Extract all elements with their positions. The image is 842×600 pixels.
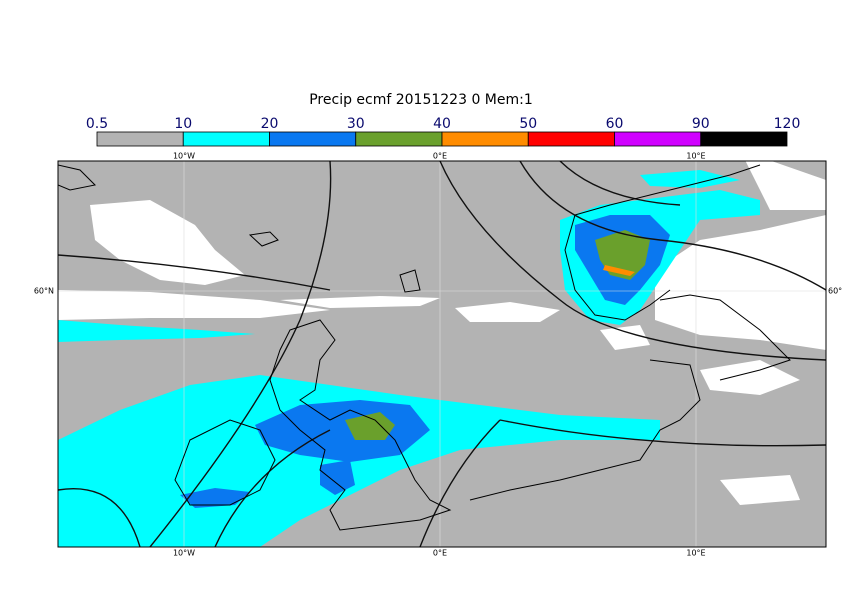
colorbar-label: 60 [606, 116, 624, 132]
colorbar-box [355, 131, 443, 147]
colorbar-label: 0.5 [86, 116, 108, 132]
isobars [58, 161, 826, 547]
lon-label: 0°E [433, 152, 447, 161]
map-frame [57, 160, 827, 548]
colorbar-label: 10 [174, 116, 192, 132]
colorbar-label: 20 [261, 116, 279, 132]
dry-areas [58, 161, 826, 505]
lat-label: 60°N [828, 287, 842, 296]
colorbar-box [269, 131, 357, 147]
colorbar-label: 120 [774, 116, 801, 132]
lon-label: 10°E [686, 549, 705, 558]
colorbar-label: 90 [692, 116, 710, 132]
colorbar: 0.5 10 20 30 40 50 60 90 120 [86, 116, 801, 147]
coastlines [58, 164, 791, 531]
colorbar-label: 40 [433, 116, 451, 132]
precip-40-50 [603, 265, 635, 276]
lon-label: 10°W [173, 549, 195, 558]
map-title: Precip ecmf 20151223 0 Mem:1 [309, 92, 533, 108]
map-area [58, 161, 826, 547]
colorbar-box [441, 131, 529, 147]
colorbar-box [182, 131, 270, 147]
colorbar-box [700, 131, 788, 147]
map-axes: 10°W 0°E 10°E 10°W 0°E 10°E 60°N 60°N [34, 152, 842, 558]
lon-label: 10°E [686, 152, 705, 161]
lat-label: 60°N [34, 287, 54, 296]
colorbar-label: 50 [519, 116, 537, 132]
colorbar-label: 30 [347, 116, 365, 132]
precip-20-30 [180, 215, 670, 508]
lon-label: 0°E [433, 549, 447, 558]
colorbar-box [614, 131, 702, 147]
precip-30-40 [345, 230, 650, 440]
lon-label: 10°W [173, 152, 195, 161]
colorbar-box [96, 131, 184, 147]
graticule [58, 161, 826, 547]
colorbar-box [527, 131, 615, 147]
